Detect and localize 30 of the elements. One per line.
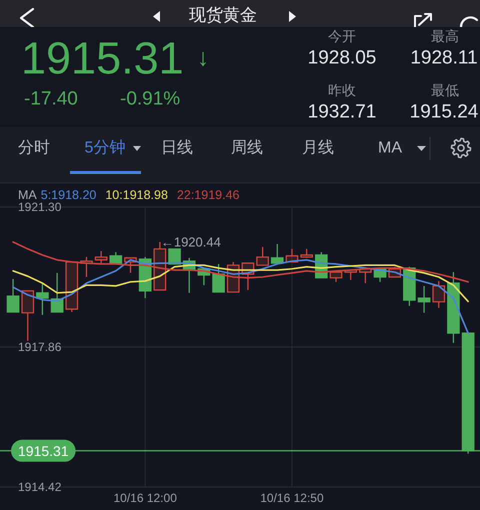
text: 5分钟 bbox=[84, 140, 126, 156]
text: 今开 bbox=[328, 28, 356, 44]
x-tick-label: 10/16 12:50 bbox=[260, 491, 324, 505]
text: 日线 bbox=[161, 138, 193, 156]
text: 周线 bbox=[231, 138, 263, 156]
chart-title: 现货黄金 bbox=[189, 6, 257, 24]
text: 1915.24 bbox=[410, 102, 479, 122]
y-tick-label: 1921.30 bbox=[18, 200, 62, 214]
text: 5:1918.20 bbox=[40, 188, 96, 202]
text: 分时 bbox=[18, 138, 50, 156]
text: 1932.71 bbox=[308, 102, 376, 122]
annotation: ←1920.44 bbox=[160, 234, 221, 250]
text: 最高 bbox=[431, 28, 459, 44]
text: 月线 bbox=[302, 138, 334, 156]
ref-line-label: 1915.31 bbox=[18, 442, 69, 459]
text: 昨收 bbox=[328, 82, 356, 98]
legend-title: MA bbox=[18, 188, 38, 202]
text: 1928.11 bbox=[410, 48, 478, 68]
text: 最低 bbox=[431, 82, 459, 98]
text: 22:1919.46 bbox=[176, 188, 240, 202]
text: MA bbox=[378, 140, 402, 156]
text: -17.40 bbox=[24, 88, 78, 110]
x-tick-label: 10/16 12:00 bbox=[113, 491, 178, 505]
text: 10:1918.98 bbox=[105, 188, 168, 202]
text: 1915.31 bbox=[21, 32, 184, 84]
y-tick-label: 1914.42 bbox=[18, 480, 62, 494]
text: ↓ bbox=[197, 44, 209, 72]
text: -0.91% bbox=[120, 88, 180, 110]
text: 1928.05 bbox=[308, 48, 376, 68]
y-tick-label: 1917.86 bbox=[18, 340, 62, 354]
